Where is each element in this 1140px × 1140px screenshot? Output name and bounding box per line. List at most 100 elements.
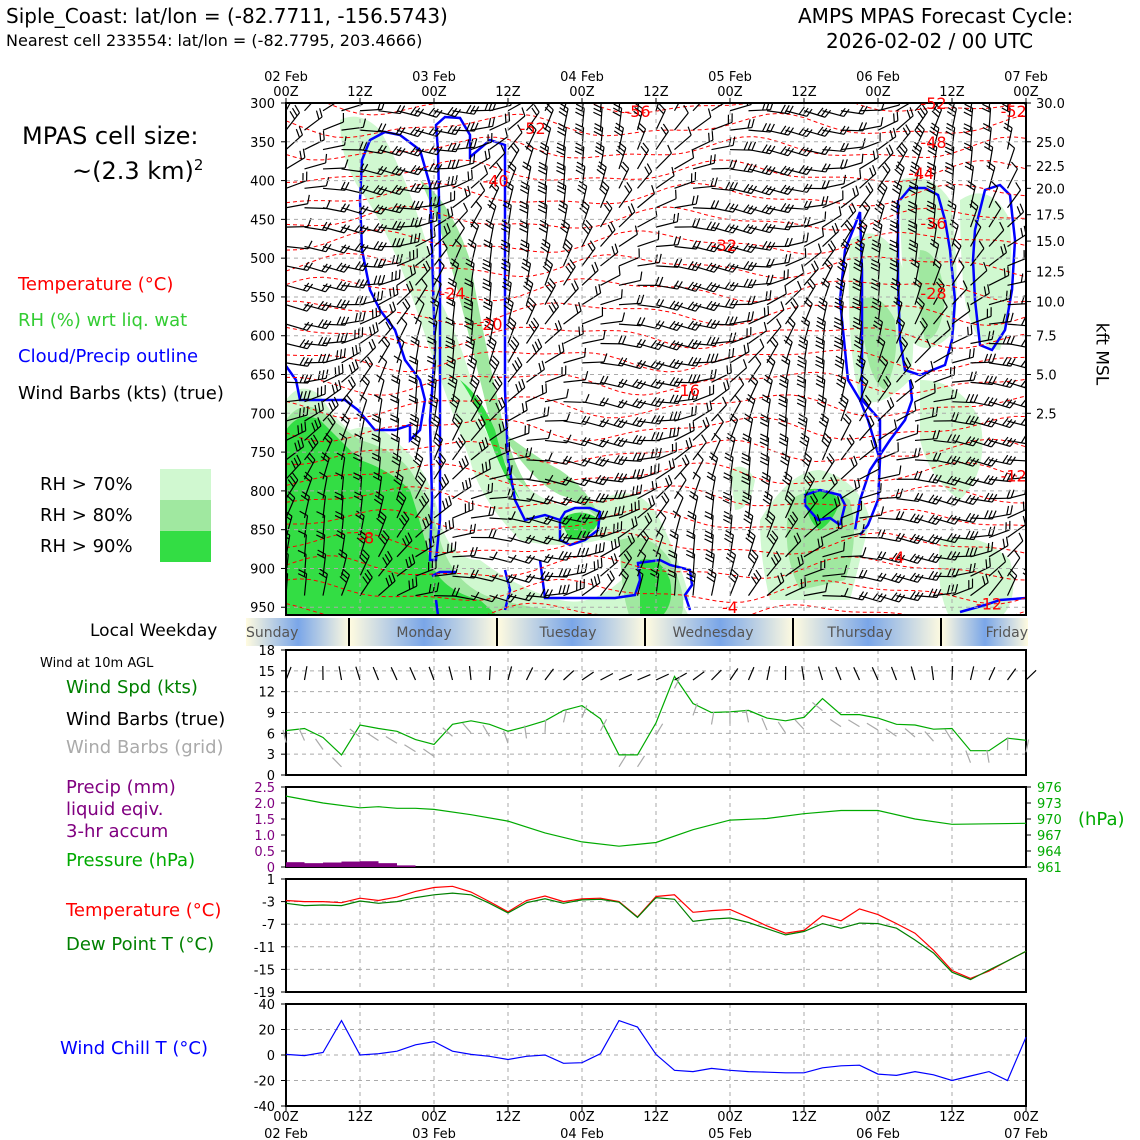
wind-barb-feather (547, 452, 553, 462)
wind-barb-feather (437, 456, 444, 465)
wind-barb-feather (419, 471, 427, 480)
wind-barb-feather (900, 142, 908, 151)
wind-barb-feather (935, 516, 943, 525)
wind-barb-feather (455, 159, 460, 169)
pressure-tick-label: 450 (250, 213, 275, 228)
wind-barb-feather (931, 515, 939, 524)
wind-barb-feather (558, 585, 562, 595)
wind-barb-feather (931, 122, 940, 129)
wind-barb-feather (713, 284, 721, 293)
wind-barb-feather (344, 398, 351, 406)
wind-barb-feather (540, 246, 549, 253)
wind-barb-feather (990, 180, 999, 188)
wind-barb-feather (816, 514, 822, 524)
wind-barb-true (372, 666, 380, 681)
wind-barb-feather (483, 243, 492, 249)
wind-barb-feather (547, 429, 552, 439)
wind-barb-feather (658, 415, 665, 425)
wind-barb-staff (286, 225, 309, 228)
wind-barb-feather (304, 471, 313, 479)
wind-barb-feather (490, 359, 498, 367)
wind-barb-feather (762, 471, 771, 478)
wind-barb-true (355, 666, 361, 681)
wind-barb-feather (480, 415, 486, 424)
wind-barb-feather (457, 437, 464, 446)
wind-barb-feather (591, 264, 596, 274)
wind-barb-feather (658, 447, 662, 457)
wind-barb-feather (1040, 397, 1045, 404)
wind-barb-feather (445, 498, 449, 508)
wind-barb-feather (304, 421, 307, 431)
wind-barb-feather (984, 510, 989, 519)
wind-barb-feather (818, 301, 827, 307)
wind-barb-feather (339, 575, 347, 583)
wind-barb-feather (926, 169, 936, 175)
wind-barb-true (910, 666, 916, 681)
wind-barb-feather (991, 353, 997, 363)
y-tick-label: -11 (254, 941, 275, 956)
wind-barb-feather (1029, 453, 1033, 461)
wind-barb-feather (450, 397, 459, 405)
wind-barb-feather (970, 200, 979, 207)
wind-barb-feather (581, 200, 590, 207)
wind-barb-feather (672, 321, 680, 330)
wind-barb-feather (724, 452, 734, 458)
wind-barb-feather (1005, 399, 1013, 408)
wind-barb-feather (705, 282, 713, 290)
precip-bar (397, 865, 416, 867)
wind-barb-feather (602, 542, 605, 552)
wind-barb-feather (300, 423, 303, 433)
wind-barb-feather (658, 342, 665, 350)
wind-barb-feather (380, 187, 388, 196)
wind-barb-feather (454, 108, 462, 117)
wind-barb-staff (655, 517, 667, 538)
wind-barb-staff (507, 498, 530, 502)
wind-barb-feather (391, 220, 398, 230)
wind-barb-feather (426, 359, 436, 365)
wind-barb-feather (816, 324, 825, 331)
wind-barb-feather (987, 510, 993, 519)
wind-barb-feather (843, 587, 849, 597)
wind-barb-staff (655, 103, 660, 111)
wind-barb-feather (926, 165, 936, 171)
wind-barb-feather (537, 185, 547, 191)
wind-barb-feather (741, 476, 751, 482)
wind-barb-feather (603, 353, 608, 363)
wind-barb-feather (678, 88, 684, 95)
wind-barb-staff (896, 387, 914, 403)
wind-barb-feather (788, 316, 796, 325)
wind-barb-feather (344, 204, 350, 213)
pressure-tick-label: 700 (250, 407, 275, 422)
wind-barb-feather (724, 181, 731, 191)
wind-barb-feather (491, 482, 494, 492)
wind-barb-feather (576, 161, 586, 168)
wind-barb-feather (340, 90, 342, 99)
wind-barb-feather (504, 184, 513, 191)
wind-barb-feather (366, 569, 373, 578)
wind-barb-feather (545, 285, 553, 293)
wind-barb-staff (526, 459, 549, 462)
wind-barb-feather (512, 142, 520, 151)
wind-barb-feather (769, 258, 775, 268)
wind-barb-feather (373, 275, 378, 285)
wind-barb-staff (452, 486, 472, 500)
wind-barb-feather (1005, 536, 1009, 546)
dew-point-label: Dew Point T (°C) (66, 934, 215, 955)
wind-barb-feather (307, 262, 313, 271)
wind-barb-feather (905, 124, 911, 133)
wind-barb-feather (612, 107, 622, 113)
wind-barb-feather (589, 240, 596, 249)
wind-barb-feather (743, 162, 749, 172)
wind-barb-feather (299, 150, 303, 160)
wind-barb-feather (709, 263, 717, 272)
nearest-cell-subtitle: Nearest cell 233554: lat/lon = (-82.7795… (6, 31, 423, 50)
wind-barb-feather (913, 534, 920, 543)
wind-barb-feather (464, 320, 473, 327)
wind-barb-feather (732, 204, 739, 213)
wind-barb-feather (541, 360, 545, 370)
wind-barb-feather (461, 482, 465, 492)
wind-barb-feather (789, 514, 796, 523)
wind-barb-feather (595, 456, 602, 465)
wind-barb-feather (594, 261, 599, 271)
wind-barb-feather (833, 498, 838, 508)
